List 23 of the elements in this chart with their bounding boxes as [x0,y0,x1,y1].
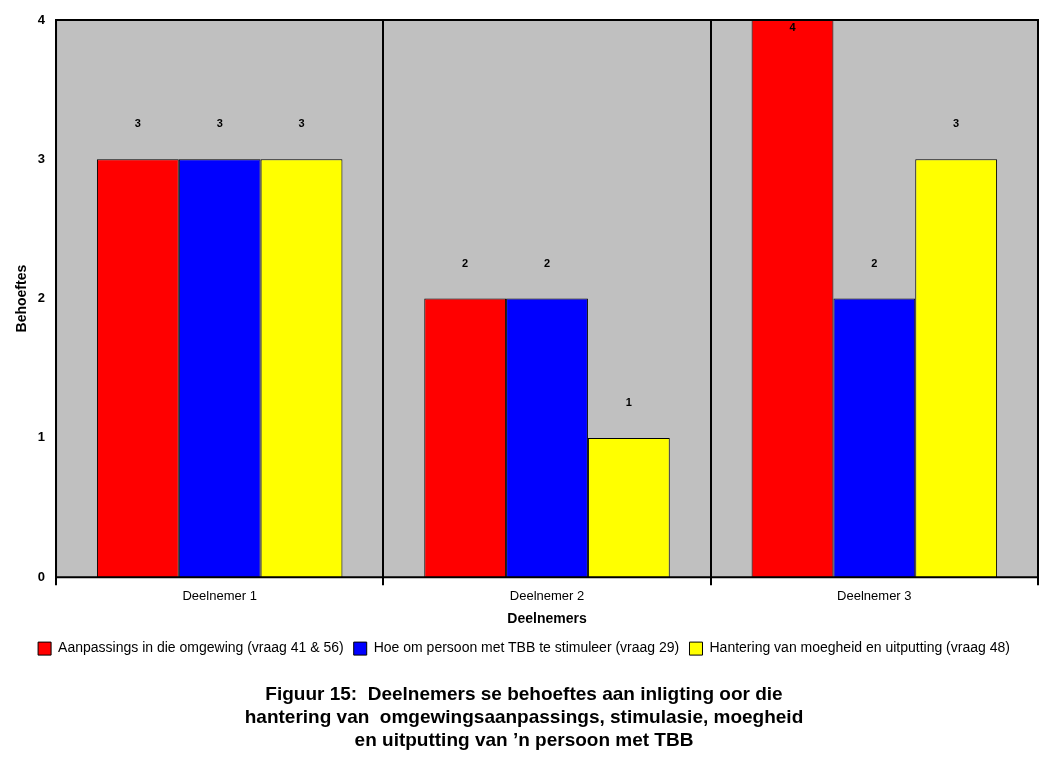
x-tick-label: Deelnemer 3 [837,587,912,603]
legend-label: Hoe om persoon met TBB te stimuleer (vraag 29) [373,639,680,656]
data-label: 2 [543,256,551,269]
data-label: 3 [953,117,960,130]
data-label: 2 [462,256,469,269]
x-axis-title: Deelnemers [507,610,587,627]
data-label: 3 [298,117,305,130]
data-label: 3 [216,117,223,130]
y-tick-label: 3 [37,150,46,166]
x-tick-label: Deelnemer 1 [182,587,257,603]
legend-label: Hantering van moegheid en uitputting (vraag 48) [709,639,1010,656]
y-axis-title: Behoeftes [13,264,30,333]
y-tick-label: 2 [37,290,46,306]
y-tick-label: 4 [37,11,46,27]
data-label: 1 [625,395,632,408]
data-label: 3 [134,117,141,130]
data-label: 2 [871,256,878,269]
text: Figuur 15: Deelnemers se behoeftes aan inligting oor die hantering van omgewingsaanpassings, stimulasie, moegheid en uitputting van ’n persoon met TBB [244,683,804,750]
y-tick-label: 1 [37,429,46,445]
x-tick-label: Deelnemer 2 [509,587,585,603]
y-tick-label: 0 [37,568,46,584]
legend-label: Aanpassings in die omgewing (vraag 41 & 56) [58,639,344,656]
data-label: 4 [789,20,797,33]
